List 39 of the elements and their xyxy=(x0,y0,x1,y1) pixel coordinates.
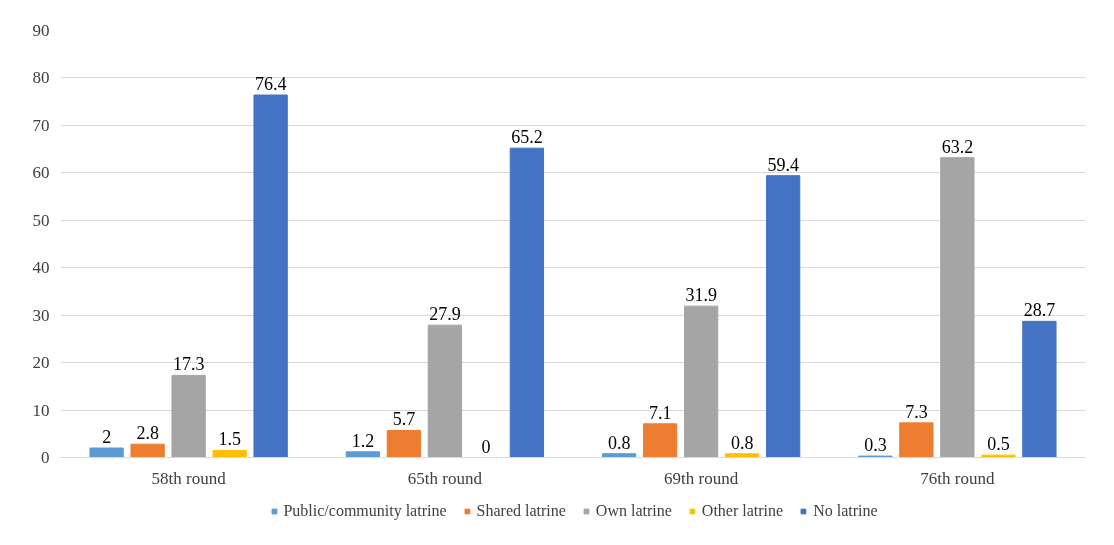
x-tick-label: 65th round xyxy=(407,468,483,488)
y-tick-label: 50 xyxy=(32,210,50,230)
data-label: 7.1 xyxy=(648,402,672,423)
data-label: 63.2 xyxy=(941,136,974,157)
data-label: 17.3 xyxy=(172,354,205,375)
y-tick-label: 90 xyxy=(32,21,50,40)
data-label: 28.7 xyxy=(1023,300,1056,321)
data-label: 76.4 xyxy=(254,74,287,95)
y-tick-label: 10 xyxy=(32,400,50,420)
y-tick-label: 80 xyxy=(32,68,50,88)
data-label: 2 xyxy=(102,427,112,448)
data-label: 27.9 xyxy=(429,304,461,325)
x-tick-label: 69th round xyxy=(664,468,739,488)
data-label: 31.9 xyxy=(685,285,717,306)
data-label: 0.3 xyxy=(864,435,887,456)
data-label: 7.3 xyxy=(905,401,928,422)
data-label: 1.5 xyxy=(218,429,241,450)
y-tick-label: 60 xyxy=(32,163,50,183)
data-label: 1.2 xyxy=(351,430,375,451)
data-label: 5.7 xyxy=(392,409,416,430)
data-label: 65.2 xyxy=(511,127,543,148)
data-label: 0.5 xyxy=(987,434,1010,455)
y-tick-label: 0 xyxy=(41,448,50,467)
x-tick-label: 76th round xyxy=(920,468,995,488)
legend-label: No latrine xyxy=(813,502,878,520)
legend-label: Public/community latrine xyxy=(283,502,447,520)
y-tick-label: 70 xyxy=(32,115,50,135)
data-label: 0 xyxy=(481,436,491,457)
data-label: 59.4 xyxy=(767,154,799,175)
y-tick-label: 30 xyxy=(32,305,50,325)
y-tick-label: 20 xyxy=(32,353,50,373)
y-tick-label: 40 xyxy=(32,258,50,278)
data-label: 0.8 xyxy=(730,432,754,453)
x-tick-label: 58th round xyxy=(151,468,227,488)
data-label: 0.8 xyxy=(607,432,631,453)
legend-label: Own latrine xyxy=(595,502,672,520)
data-label: 2.8 xyxy=(136,423,159,444)
legend-label: Shared latrine xyxy=(476,502,566,520)
legend-label: Other latrine xyxy=(701,502,784,520)
